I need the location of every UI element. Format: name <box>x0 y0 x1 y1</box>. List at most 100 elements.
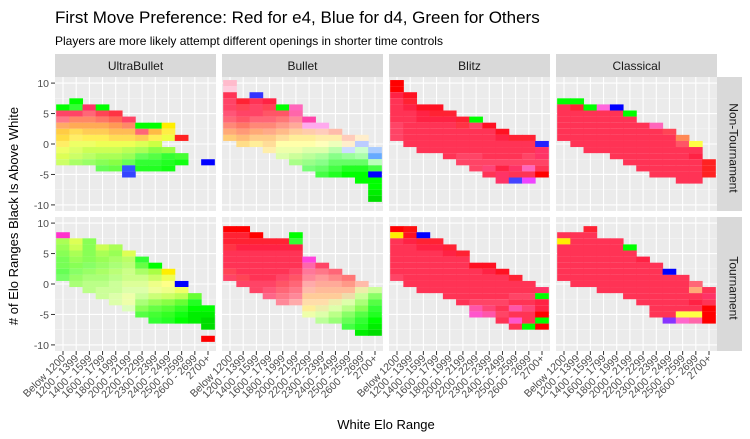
heatmap-cell <box>174 317 189 324</box>
heatmap-cell <box>688 177 703 184</box>
heatmap-cell <box>368 305 382 312</box>
heatmap-cell <box>403 268 418 275</box>
heatmap-cell <box>702 159 716 166</box>
heatmap-cell <box>469 128 483 135</box>
heatmap-cell <box>56 134 70 141</box>
heatmap-cell <box>390 92 404 99</box>
heatmap-cell <box>570 116 585 123</box>
heatmap-cell <box>302 153 316 160</box>
heatmap-cell <box>609 268 624 275</box>
heatmap-cell <box>557 256 571 263</box>
heatmap-cell <box>429 262 444 269</box>
heatmap-cell <box>429 147 444 154</box>
heatmap-cell <box>535 287 549 294</box>
y-tick-label: 5 <box>43 249 49 261</box>
heatmap-cell <box>675 305 690 312</box>
heatmap-cell <box>223 116 237 123</box>
heatmap-cell <box>636 128 650 135</box>
heatmap-cell <box>328 280 343 288</box>
heatmap-cell <box>456 256 470 263</box>
heatmap-cell <box>302 134 316 141</box>
heatmap-cell <box>508 311 523 318</box>
heatmap-cell <box>174 287 189 294</box>
heatmap-cell <box>82 116 97 123</box>
heatmap-cell <box>649 262 664 269</box>
heatmap-cell <box>416 116 431 123</box>
heatmap-cell <box>122 147 136 154</box>
heatmap-cell <box>623 122 637 129</box>
heatmap-cell <box>649 147 664 154</box>
heatmap-cell <box>675 177 690 184</box>
heatmap-cell <box>69 153 84 160</box>
heatmap-cell <box>416 256 431 263</box>
heatmap-cell <box>482 293 497 300</box>
y-tick-label: 10 <box>37 78 49 90</box>
heatmap-cell <box>521 134 536 141</box>
heatmap-cell <box>108 280 123 288</box>
heatmap-cell <box>583 226 598 233</box>
heatmap-cell <box>649 171 664 178</box>
heatmap-cell <box>596 274 611 281</box>
heatmap-cell <box>662 268 677 275</box>
heatmap-cell <box>302 280 316 288</box>
heatmap-cell <box>583 274 598 281</box>
heatmap-cell <box>495 305 510 312</box>
heatmap-cell <box>662 128 677 135</box>
heatmap-cell <box>623 280 637 288</box>
heatmap-cell <box>570 250 585 257</box>
heatmap-cell <box>249 256 264 263</box>
heatmap-cell <box>368 299 382 306</box>
heatmap-cell <box>302 159 316 166</box>
heatmap-cell <box>275 140 290 148</box>
heatmap-cell <box>249 287 264 294</box>
heatmap-cell <box>456 134 470 141</box>
heatmap-cell <box>649 274 664 281</box>
heatmap-cell <box>341 299 356 306</box>
heatmap-cell <box>390 244 404 251</box>
heatmap-cell <box>596 147 611 154</box>
y-tick-label: -5 <box>40 169 49 181</box>
heatmap-cell <box>275 110 290 117</box>
heatmap-cell <box>275 116 290 123</box>
heatmap-cell <box>201 311 215 318</box>
heatmap-cell <box>69 122 84 129</box>
heatmap-cell <box>675 317 690 324</box>
heatmap-cell <box>315 153 330 160</box>
heatmap-cell <box>609 256 624 263</box>
heatmap-cell <box>122 171 136 178</box>
heatmap-cell <box>508 287 523 294</box>
heatmap-cell <box>442 250 457 257</box>
heatmap-cell <box>495 293 510 300</box>
heatmap-cell <box>341 153 356 160</box>
heatmap-cell <box>236 110 251 117</box>
heatmap-cell <box>535 311 549 318</box>
heatmap-cell <box>636 287 650 294</box>
heatmap-cell <box>416 147 431 154</box>
heatmap-cell <box>135 311 149 318</box>
heatmap-cell <box>95 128 110 135</box>
heatmap-cell <box>236 244 251 251</box>
heatmap-cell <box>636 159 650 166</box>
heatmap-cell <box>289 268 303 275</box>
heatmap-cell <box>289 110 303 117</box>
heatmap-cell <box>495 287 510 294</box>
heatmap-cell <box>249 262 264 269</box>
heatmap-cell <box>341 165 356 172</box>
heatmap-cell <box>495 147 510 154</box>
heatmap-cell <box>456 153 470 160</box>
heatmap-cell <box>236 128 251 135</box>
heatmap-cell <box>289 274 303 281</box>
heatmap-cell <box>403 232 418 239</box>
heatmap-cell <box>122 280 136 288</box>
heatmap-cell <box>148 159 163 166</box>
heatmap-cell <box>442 128 457 135</box>
heatmap-cell <box>403 128 418 135</box>
facet-strip-tournament <box>717 217 742 351</box>
heatmap-cell <box>403 238 418 245</box>
heatmap-cell <box>302 305 316 312</box>
heatmap-cell <box>583 262 598 269</box>
heatmap-cell <box>161 305 176 312</box>
heatmap-cell <box>482 171 497 178</box>
heatmap-cell <box>354 140 369 148</box>
heatmap-cell <box>223 104 237 111</box>
